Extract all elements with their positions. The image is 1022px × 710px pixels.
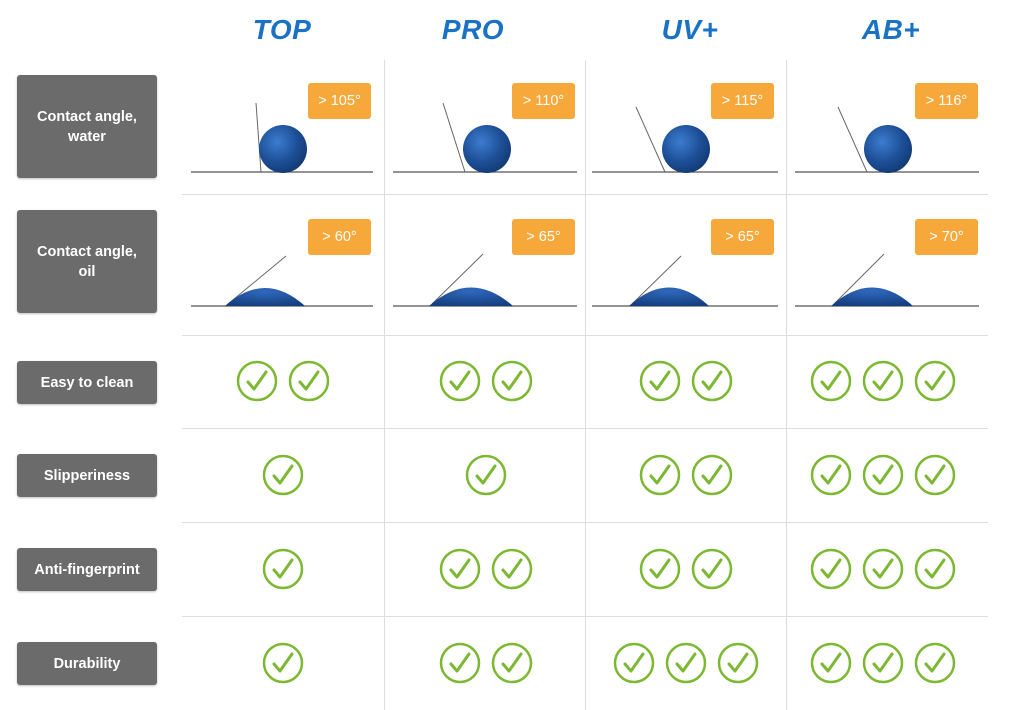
water-cell-uv-plus: > 115° [586, 62, 786, 193]
check-circle-icon [236, 360, 278, 402]
durability-rating-uv-plus [586, 642, 786, 684]
row-divider [182, 428, 988, 429]
check-circle-icon [439, 548, 481, 590]
water-droplet-icon [191, 102, 373, 173]
check-circle-icon [914, 548, 956, 590]
check-circle-icon [691, 360, 733, 402]
check-circle-icon [262, 548, 304, 590]
check-circle-icon [862, 642, 904, 684]
check-circle-icon [810, 360, 852, 402]
check-circle-icon [491, 360, 533, 402]
column-header-top: TOP [252, 14, 312, 45]
water-angle-badge: > 110° [512, 83, 575, 119]
check-circle-icon [914, 360, 956, 402]
water-cell-ab-plus: > 116° [787, 62, 987, 193]
water-cell-pro: > 110° [385, 62, 585, 193]
check-circle-icon [691, 548, 733, 590]
easy-to-clean-rating-uv-plus [586, 360, 786, 402]
check-circle-icon [810, 642, 852, 684]
oil-angle-badge: > 60° [308, 219, 371, 255]
check-circle-icon [810, 548, 852, 590]
row-label-slipperiness: Slipperiness [17, 454, 157, 497]
check-circle-icon [439, 642, 481, 684]
check-circle-icon [639, 360, 681, 402]
check-circle-icon [491, 548, 533, 590]
water-cell-top: > 105° [183, 62, 383, 193]
slipperiness-rating-uv-plus [586, 454, 786, 496]
oil-angle-badge: > 65° [512, 219, 575, 255]
check-circle-icon [262, 642, 304, 684]
column-header-pro: PRO [441, 14, 505, 45]
water-droplet-icon [592, 106, 778, 173]
column-divider [585, 60, 586, 710]
oil-droplet-icon [592, 255, 778, 307]
check-circle-icon [639, 454, 681, 496]
check-circle-icon [862, 548, 904, 590]
oil-cell-ab-plus: > 70° [787, 196, 987, 334]
row-divider [182, 616, 988, 617]
oil-cell-pro: > 65° [385, 196, 585, 334]
check-circle-icon [862, 454, 904, 496]
easy-to-clean-rating-pro [386, 360, 586, 402]
check-circle-icon [665, 642, 707, 684]
oil-angle-badge: > 65° [711, 219, 774, 255]
row-label-durability: Durability [17, 642, 157, 685]
row-label-oil: Contact angle, oil [17, 210, 157, 313]
row-label-anti-fingerprint: Anti-fingerprint [17, 548, 157, 591]
water-droplet-icon [393, 102, 577, 173]
water-droplet-icon [795, 106, 979, 173]
durability-rating-pro [386, 642, 586, 684]
slipperiness-rating-top [183, 454, 383, 496]
column-divider [384, 60, 385, 710]
check-circle-icon [914, 642, 956, 684]
row-divider [182, 522, 988, 523]
oil-droplet-icon [393, 253, 577, 307]
row-label-water: Contact angle, water [17, 75, 157, 178]
check-circle-icon [613, 642, 655, 684]
water-angle-badge: > 115° [711, 83, 774, 119]
check-circle-icon [914, 454, 956, 496]
easy-to-clean-rating-top [183, 360, 383, 402]
anti-fingerprint-rating-pro [386, 548, 586, 590]
anti-fingerprint-rating-ab-plus [783, 548, 983, 590]
check-circle-icon [491, 642, 533, 684]
oil-cell-top: > 60° [183, 196, 383, 334]
check-circle-icon [810, 454, 852, 496]
oil-droplet-icon [795, 253, 979, 307]
row-label-easy-to-clean: Easy to clean [17, 361, 157, 404]
check-circle-icon [862, 360, 904, 402]
oil-angle-badge: > 70° [915, 219, 978, 255]
check-circle-icon [439, 360, 481, 402]
water-angle-badge: > 105° [308, 83, 371, 119]
slipperiness-rating-pro [386, 454, 586, 496]
column-header-ab-plus: AB+ [861, 14, 921, 45]
anti-fingerprint-rating-uv-plus [586, 548, 786, 590]
durability-rating-top [183, 642, 383, 684]
check-circle-icon [691, 454, 733, 496]
check-circle-icon [717, 642, 759, 684]
check-circle-icon [262, 454, 304, 496]
row-divider [182, 194, 988, 195]
water-angle-badge: > 116° [915, 83, 978, 119]
row-divider [182, 335, 988, 336]
slipperiness-rating-ab-plus [783, 454, 983, 496]
check-circle-icon [639, 548, 681, 590]
check-circle-icon [288, 360, 330, 402]
column-header-uv-plus: UV+ [661, 14, 719, 45]
easy-to-clean-rating-ab-plus [783, 360, 983, 402]
column-divider [786, 60, 787, 710]
check-circle-icon [465, 454, 507, 496]
anti-fingerprint-rating-top [183, 548, 383, 590]
durability-rating-ab-plus [783, 642, 983, 684]
oil-droplet-icon [191, 255, 373, 307]
oil-cell-uv-plus: > 65° [586, 196, 786, 334]
